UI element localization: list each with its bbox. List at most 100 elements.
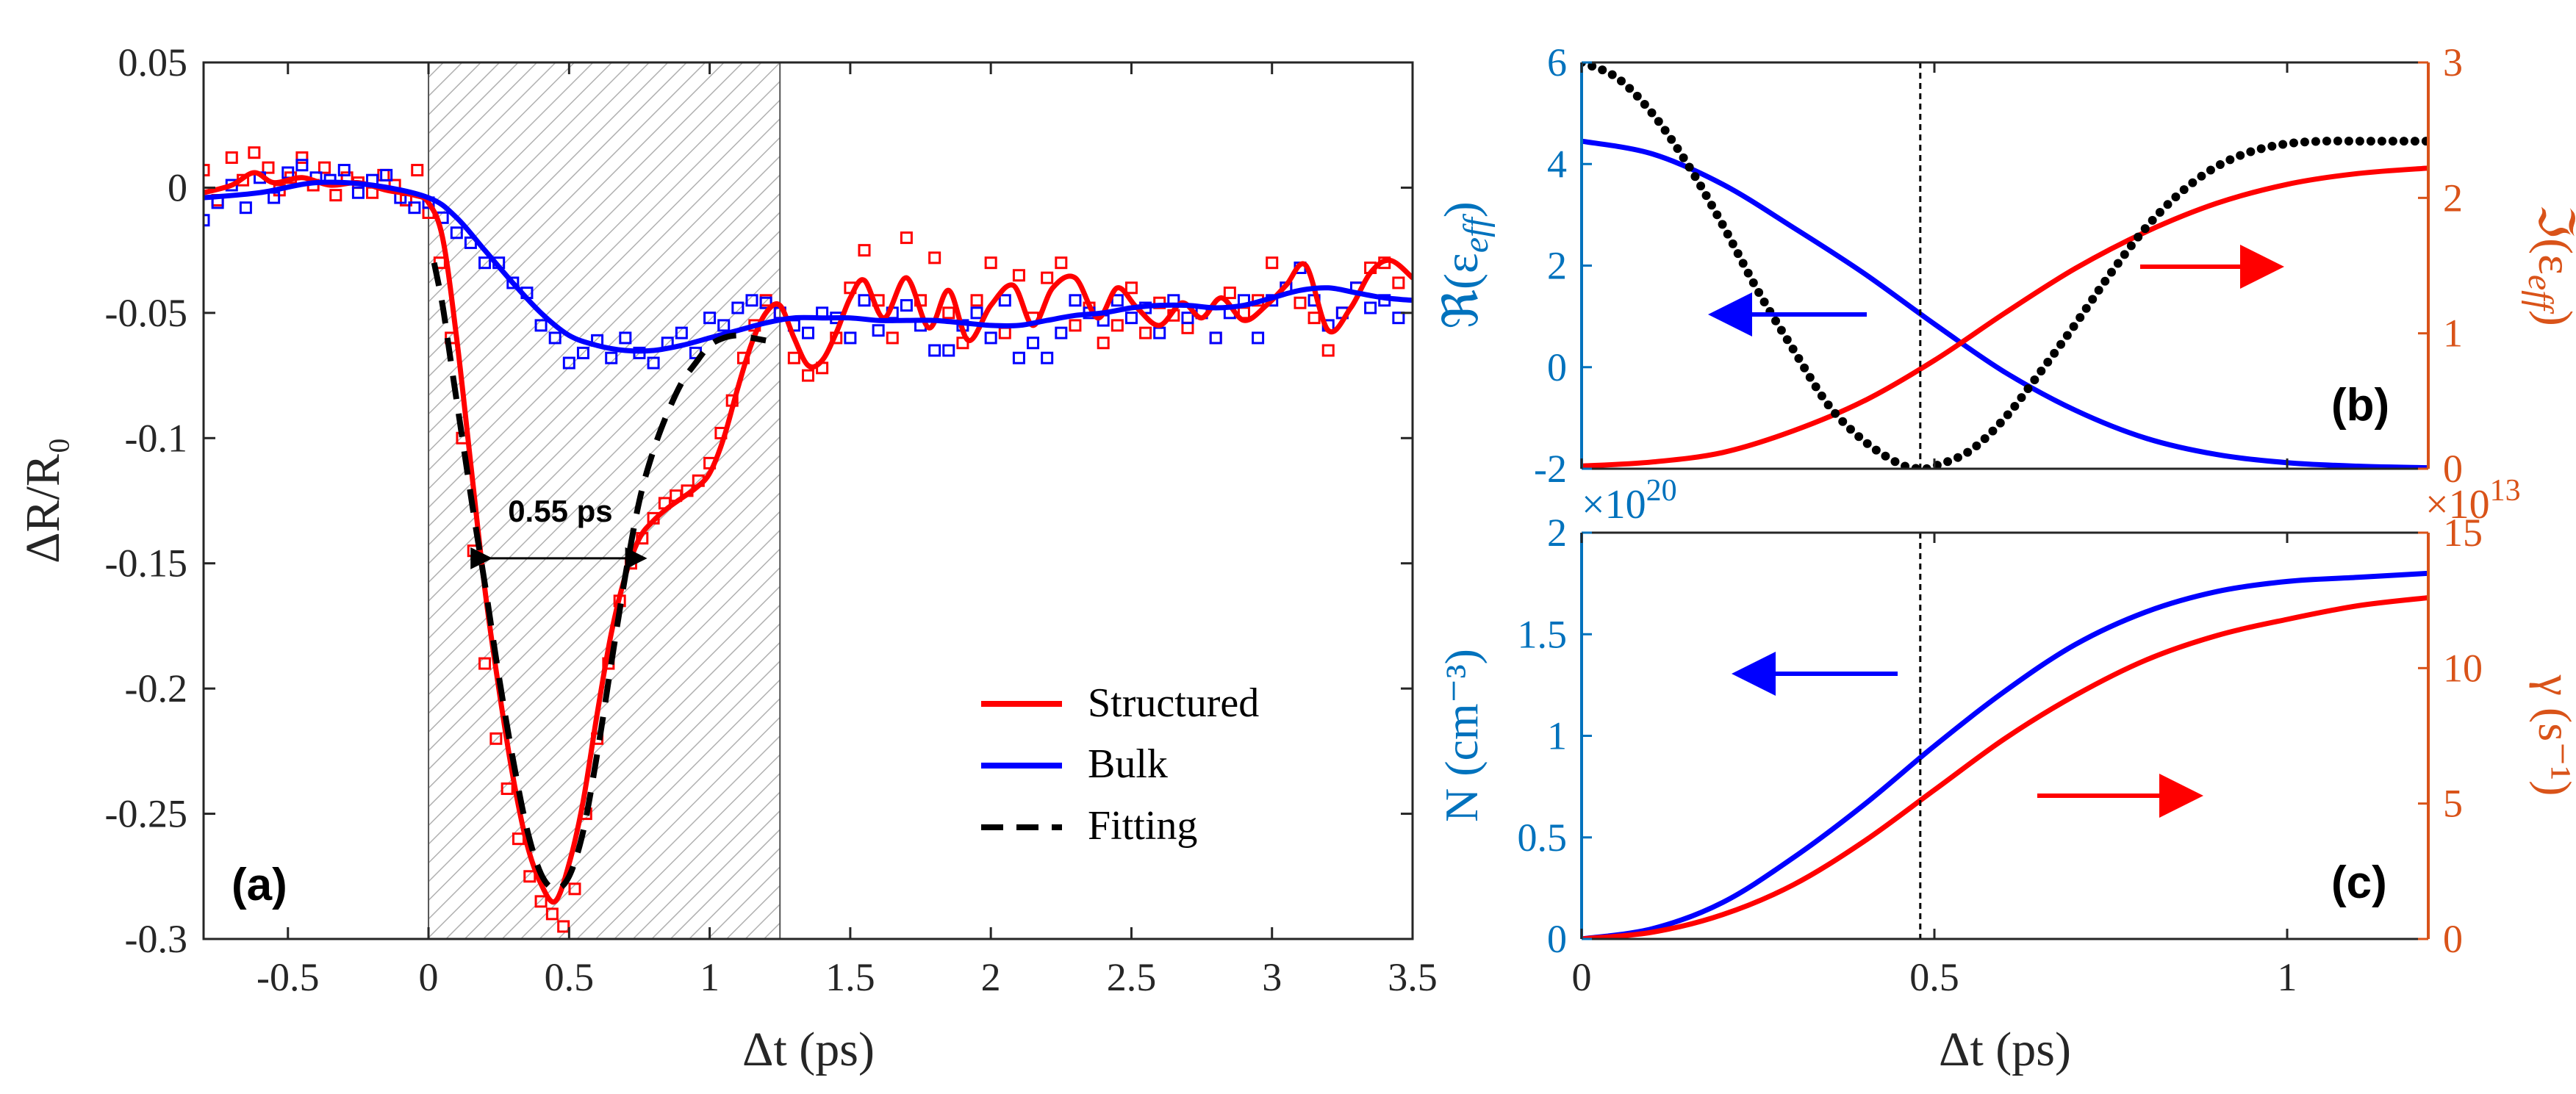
marker-structured-measured [787, 351, 800, 364]
marker-bulk-measured [759, 296, 772, 309]
marker-structured-measured [1266, 256, 1279, 270]
y-tick-label-right: 5 [2443, 782, 2463, 826]
dot-dotted [1748, 278, 1758, 287]
marker-bulk-measured [1069, 294, 1082, 307]
marker-structured-measured [225, 151, 238, 165]
dot-dotted [1696, 181, 1706, 191]
dot-dotted [2030, 375, 2039, 384]
x-tick-label: 1 [2278, 955, 2297, 999]
dot-dotted [1759, 297, 1769, 306]
dot-dotted [1881, 451, 1890, 461]
dot-dotted [2225, 155, 2235, 165]
dot-dotted [1800, 363, 1809, 373]
panel-a-x-label: Δt (ps) [742, 1023, 875, 1076]
dot-dotted [2179, 185, 2189, 195]
series-line-n [1582, 570, 2428, 939]
marker-structured-measured [1012, 269, 1025, 282]
dot-dotted [1654, 117, 1663, 126]
dot-dotted [1805, 373, 1815, 382]
marker-bulk-measured [1027, 337, 1040, 350]
marker-bulk-measured [970, 306, 983, 320]
y-tick-label-left: 0 [1547, 917, 1567, 961]
dot-dotted [2289, 138, 2298, 148]
dot-dotted [2140, 224, 2150, 234]
dot-dotted [2010, 401, 2020, 411]
panel-c-right-label: γ (s⁻¹) [2529, 674, 2576, 796]
series-line-structured [204, 170, 1413, 905]
marker-bulk-measured [506, 276, 520, 289]
dot-dotted [1690, 172, 1700, 181]
dot-dotted [2100, 276, 2110, 286]
y-tick-label: -0.05 [105, 291, 187, 335]
series-line-bulk [204, 179, 1413, 354]
marker-structured-measured [204, 164, 210, 177]
y-tick-label-left: 1 [1547, 714, 1567, 758]
marker-bulk-measured [858, 294, 871, 307]
dot-dotted [1743, 268, 1753, 278]
dot-dotted [1723, 229, 1732, 239]
marker-bulk-measured [450, 226, 463, 240]
marker-structured-measured [928, 251, 941, 264]
panel-a-label: (a) [232, 860, 287, 910]
dot-dotted [1854, 432, 1864, 442]
dot-dotted [2062, 331, 2072, 340]
dot-dotted [1794, 353, 1804, 363]
dot-dotted [1988, 426, 1998, 436]
dot-dotted [2056, 339, 2066, 349]
marker-bulk-measured [1364, 301, 1377, 314]
dot-dotted [1963, 447, 1973, 457]
y-tick-label-left: 0.5 [1518, 816, 1568, 860]
marker-structured-measured [942, 306, 955, 320]
marker-structured-measured [1181, 321, 1194, 334]
dot-dotted [1754, 288, 1764, 298]
dot-dotted [2388, 137, 2397, 146]
marker-bulk-measured [1041, 351, 1054, 364]
marker-bulk-measured [703, 312, 717, 325]
dot-dotted [1707, 201, 1716, 210]
dot-dotted [1995, 418, 2005, 428]
dot-dotted [1953, 453, 1962, 462]
marker-bulk-measured [647, 356, 660, 370]
marker-structured-measured [568, 882, 581, 896]
dot-dotted [2215, 159, 2225, 169]
marker-bulk-measured [1153, 326, 1166, 339]
panel-c-right-scale: ×1013 [2425, 474, 2521, 528]
dot-dotted [1738, 259, 1748, 268]
x-tick-label: 2 [981, 955, 1001, 999]
panel-a-y-label: ΔR/R₀ [16, 437, 70, 564]
marker-bulk-measured [478, 256, 492, 270]
y-tick-label: -0.3 [125, 917, 187, 961]
y-tick-label: -0.15 [105, 541, 187, 586]
y-tick-label: -0.1 [125, 416, 187, 460]
marker-bulk-measured [675, 326, 688, 339]
marker-bulk-measured [534, 319, 548, 332]
panel-b: 6 4 2 0 -2 3 2 1 0 (b) ℜ(εeff) ℑ(εeff) [1435, 40, 2576, 491]
dot-dotted [1831, 409, 1840, 418]
dot-dotted [2399, 137, 2408, 146]
marker-structured-measured [1321, 344, 1335, 357]
panel-b-right-label: ℑ(εeff) [2521, 204, 2576, 326]
x-tick-label: 0.5 [1909, 955, 1959, 999]
dot-dotted [1980, 434, 1990, 444]
panel-a-plot-frame [202, 61, 1414, 940]
marker-bulk-measured [380, 168, 393, 181]
legend: Structured Bulk Fitting [981, 680, 1259, 849]
marker-structured-measured [295, 151, 309, 165]
dot-dotted [1632, 91, 1642, 101]
marker-bulk-measured [1252, 331, 1265, 345]
dot-dotted [2188, 178, 2198, 187]
panel-c-x-label: Δt (ps) [1939, 1023, 2071, 1076]
dot-dotted [2256, 144, 2266, 154]
marker-structured-measured [1111, 319, 1124, 332]
dot-dotted [1817, 391, 1826, 400]
dot-dotted [1788, 345, 1798, 354]
marker-structured-measured [970, 294, 983, 307]
dot-dotted [1871, 445, 1881, 455]
dot-dotted [1667, 134, 1676, 144]
marker-bulk-measured [872, 324, 885, 337]
dot-dotted [2043, 357, 2053, 367]
y-tick-label-right: 3 [2443, 40, 2463, 84]
dot-dotted [2333, 136, 2342, 145]
marker-structured-measured [1392, 276, 1405, 289]
